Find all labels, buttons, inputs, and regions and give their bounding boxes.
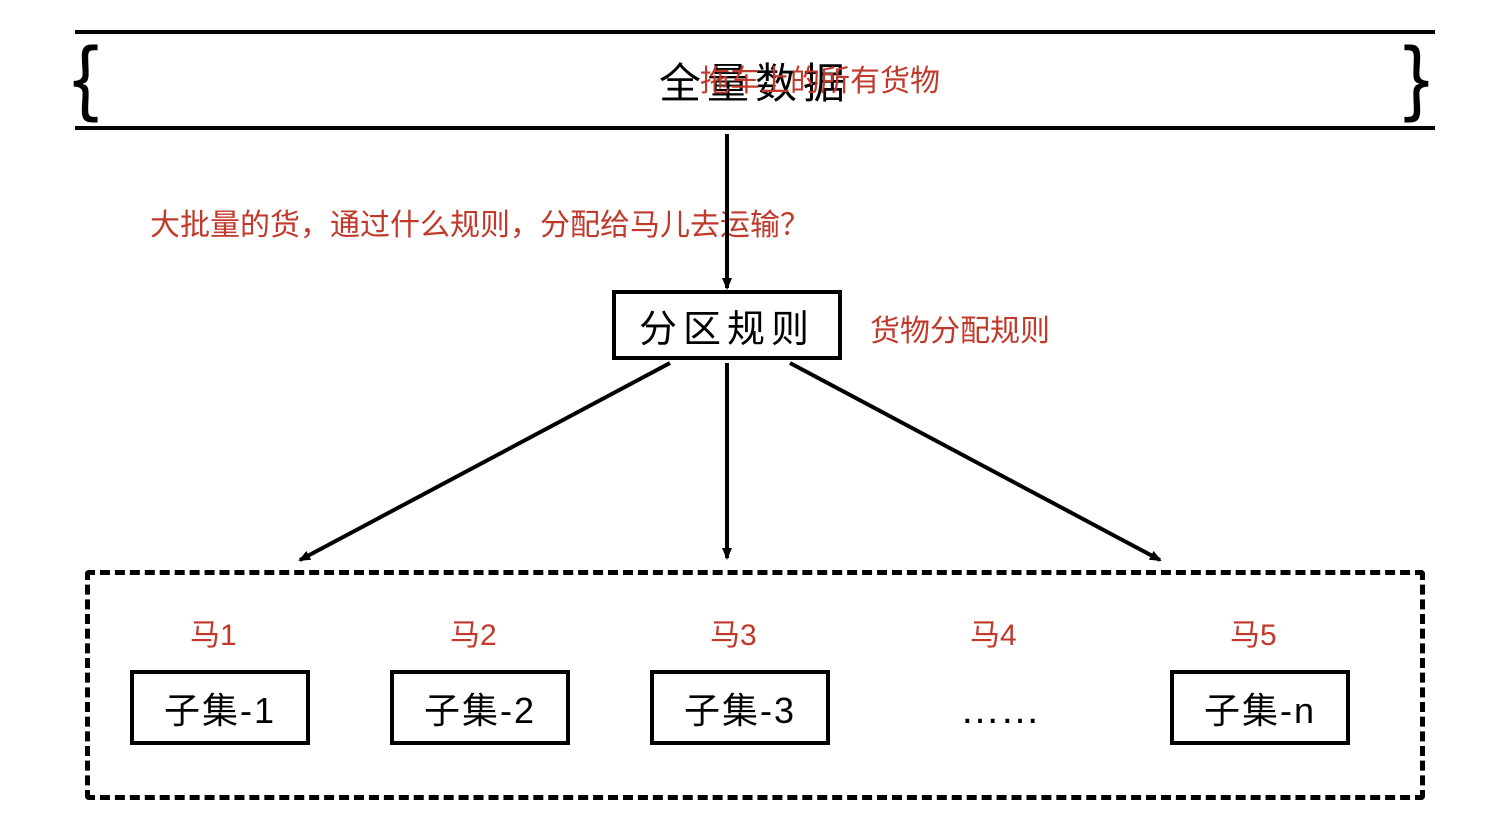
horse-label: 马5 bbox=[1230, 610, 1277, 654]
subset-box: 子集-1 bbox=[130, 670, 310, 745]
arrow bbox=[790, 363, 1160, 560]
partition-rule-label: 分区规则 bbox=[639, 298, 815, 353]
partition-rule-box: 分区规则 bbox=[612, 290, 842, 360]
horse-label: 马2 bbox=[450, 610, 497, 654]
horse-label: 马4 bbox=[970, 610, 1017, 654]
subset-box: 子集-n bbox=[1170, 670, 1350, 745]
horse-label: 马3 bbox=[710, 610, 757, 654]
horse-label: 马1 bbox=[190, 610, 237, 654]
question-text: 大批量的货，通过什么规则，分配给马儿去运输？ bbox=[150, 200, 810, 244]
full-data-annotation: 拖车上的所有货物 bbox=[700, 56, 940, 100]
partition-diagram: ﹜ ﹜ 全量数据 拖车上的所有货物 大批量的货，通过什么规则，分配给马儿去运输？… bbox=[0, 0, 1502, 822]
arrow bbox=[300, 363, 670, 560]
subset-box: 子集-3 bbox=[650, 670, 830, 745]
subset-ellipsis: …… bbox=[940, 688, 1060, 733]
partition-rule-annotation: 货物分配规则 bbox=[870, 306, 1050, 350]
subset-box: 子集-2 bbox=[390, 670, 570, 745]
